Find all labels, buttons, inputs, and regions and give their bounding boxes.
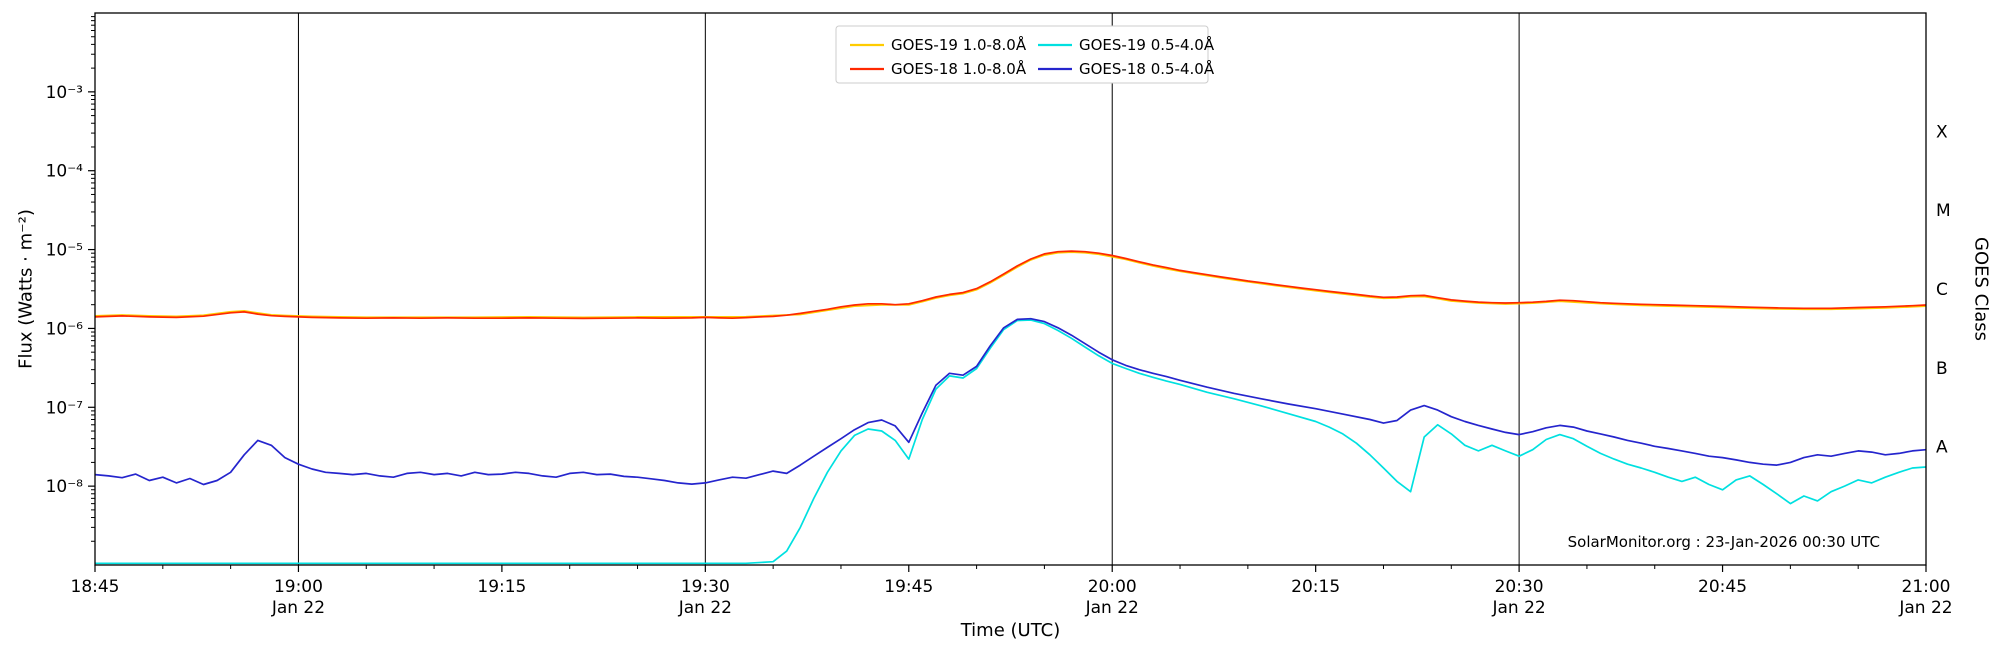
series-line-goes-18-0-5-4-0- <box>95 317 1926 486</box>
x-tick-label: 19:00 <box>274 577 323 597</box>
y-tick-label: 10⁻⁴ <box>46 162 84 182</box>
x-tick-label: 21:00 <box>1902 577 1951 597</box>
right-axis-label: GOES Class <box>1970 237 1992 341</box>
legend-label-goes-19-0-5-4-0-: GOES-19 0.5-4.0Å <box>1079 35 1215 54</box>
legend-label-goes-18-0-5-4-0-: GOES-18 0.5-4.0Å <box>1079 59 1215 78</box>
x-tick-sublabel: Jan 22 <box>678 598 732 618</box>
legend-label-goes-18-1-0-8-0-: GOES-18 1.0-8.0Å <box>891 59 1027 78</box>
x-tick-sublabel: Jan 22 <box>271 598 325 618</box>
x-tick-label: 20:00 <box>1088 577 1137 597</box>
x-tick-label: 20:15 <box>1291 577 1340 597</box>
x-tick-sublabel: Jan 22 <box>1491 598 1545 618</box>
x-tick-label: 18:45 <box>71 577 120 597</box>
x-tick-label: 19:45 <box>884 577 933 597</box>
legend-label-goes-19-1-0-8-0-: GOES-19 1.0-8.0Å <box>891 35 1027 54</box>
y-tick-label: 10⁻³ <box>46 83 83 103</box>
x-tick-sublabel: Jan 22 <box>1898 598 1952 618</box>
legend: GOES-19 1.0-8.0Å GOES-18 1.0-8.0Å GOES-19 … <box>835 25 1215 84</box>
series-line-goes-19-0-5-4-0- <box>95 319 1926 565</box>
x-tick-label: 19:30 <box>681 577 730 597</box>
x-tick-label: 19:15 <box>477 577 526 597</box>
series-line-goes-18-1-0-8-0- <box>95 250 1926 320</box>
plot-frame <box>94 12 1927 566</box>
x-axis-label: Time (UTC) <box>960 620 1061 641</box>
goes-class-label-a: A <box>1936 438 1948 458</box>
watermark-credit: SolarMonitor.org : 23-Jan-2026 00:30 UTC <box>1567 533 1880 551</box>
series-line-goes-19-1-0-8-0- <box>95 251 1926 319</box>
y-axis-label: Flux (Watts · m⁻²) <box>15 209 37 369</box>
y-tick-label: 10⁻⁵ <box>46 241 83 261</box>
x-tick-label: 20:45 <box>1698 577 1747 597</box>
x-tick-sublabel: Jan 22 <box>1085 598 1139 618</box>
y-tick-label: 10⁻⁶ <box>46 319 84 339</box>
y-tick-label: 10⁻⁷ <box>46 398 84 418</box>
x-tick-label: 20:30 <box>1495 577 1544 597</box>
goes-class-label-c: C <box>1936 280 1948 300</box>
y-tick-label: 10⁻⁸ <box>46 477 84 497</box>
goes-class-label-m: M <box>1936 201 1951 221</box>
goes-class-label-x: X <box>1936 122 1948 142</box>
legend-box <box>835 25 1209 84</box>
goes-class-label-b: B <box>1936 359 1948 379</box>
